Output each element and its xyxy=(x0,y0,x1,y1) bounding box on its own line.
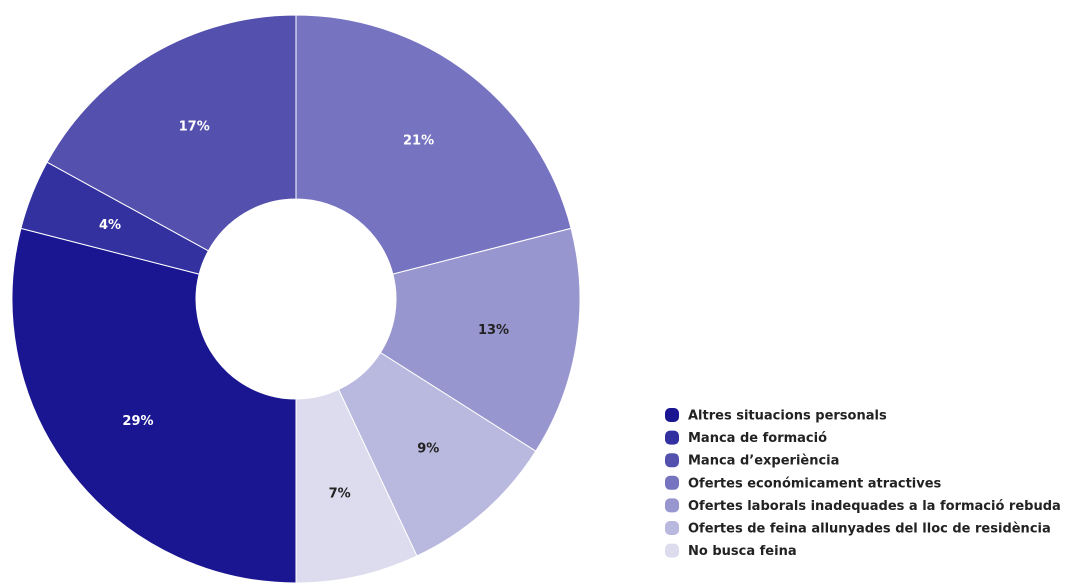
donut-slice xyxy=(11,227,297,583)
donut-slice xyxy=(46,14,297,252)
data-label: 9% xyxy=(417,442,439,457)
data-label: 29% xyxy=(122,414,153,429)
data-label: 13% xyxy=(478,323,509,338)
legend-label: No busca feina xyxy=(688,544,797,559)
legend-swatch xyxy=(665,408,679,422)
data-label: 4% xyxy=(99,218,121,233)
legend-swatch xyxy=(665,453,679,468)
data-label: 21% xyxy=(403,133,434,148)
data-label: 7% xyxy=(329,487,351,502)
donut-slice xyxy=(295,14,572,275)
donut-slice xyxy=(379,227,581,452)
legend-swatch xyxy=(665,498,679,513)
legend-label: Manca de formació xyxy=(688,431,827,446)
legend-label: Ofertes económicament atractives xyxy=(688,476,942,491)
legend-label: Ofertes laborals inadequades a la formac… xyxy=(688,499,1061,514)
data-label: 17% xyxy=(179,119,210,134)
legend-label: Manca d’experiència xyxy=(688,454,839,469)
donut-slice xyxy=(337,351,537,557)
legend-swatch xyxy=(665,521,679,535)
legend-swatch xyxy=(665,475,679,490)
legend-label: Ofertes de feina allunyades del lloc de … xyxy=(688,522,1051,537)
legend-label: Altres situacions personals xyxy=(688,409,887,424)
legend-swatch xyxy=(665,543,679,558)
legend-swatch xyxy=(665,430,679,445)
